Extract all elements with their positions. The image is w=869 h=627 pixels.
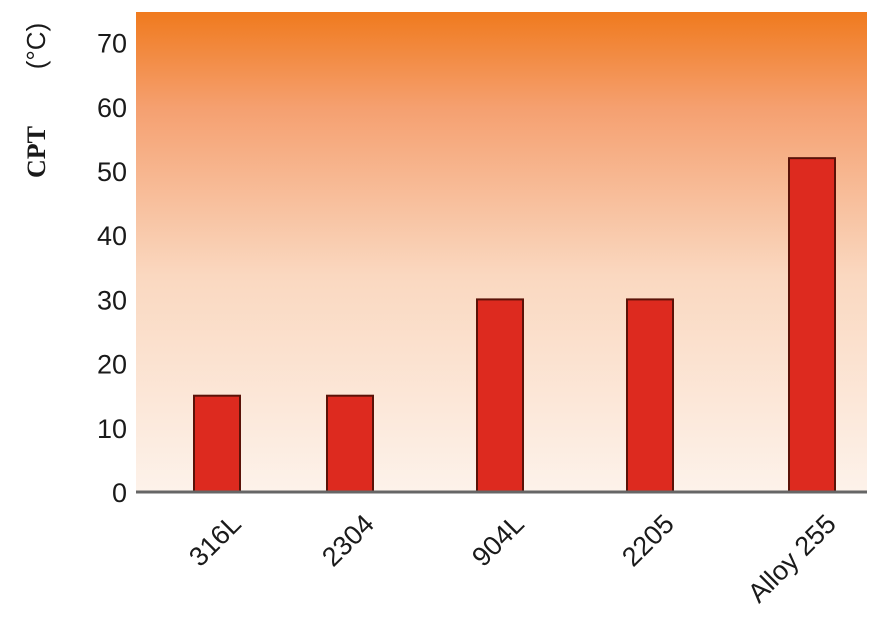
x-tick-label: Alloy 255: [742, 509, 842, 609]
bar-904l: [476, 298, 524, 493]
y-tick-label: 50: [97, 157, 127, 187]
bar-316l: [193, 394, 241, 494]
y-tick-label: 40: [97, 221, 127, 251]
y-tick-label: 30: [97, 285, 127, 315]
x-tick-label: 2205: [616, 509, 680, 573]
y-tick-label: 20: [97, 350, 127, 380]
y-tick-label: 70: [97, 29, 127, 59]
bar-2205: [626, 298, 674, 493]
y-tick-labels: 0 10 20 30 40 50 60 70: [97, 29, 127, 508]
x-tick-label: 316L: [183, 509, 247, 573]
bar-alloy-255: [788, 157, 836, 493]
y-axis-title: CPT: [22, 126, 51, 178]
x-tick-label: 2304: [316, 509, 380, 573]
x-tick-label: 904L: [466, 509, 530, 573]
bar-2304: [326, 394, 374, 494]
y-tick-label: 0: [112, 478, 127, 508]
y-tick-label: 60: [97, 93, 127, 123]
y-axis-unit: (°C): [21, 23, 51, 70]
bars-group: [193, 157, 836, 494]
y-tick-label: 10: [97, 414, 127, 444]
x-tick-labels: 316L 2304 904L 2205 Alloy 255: [183, 509, 842, 609]
